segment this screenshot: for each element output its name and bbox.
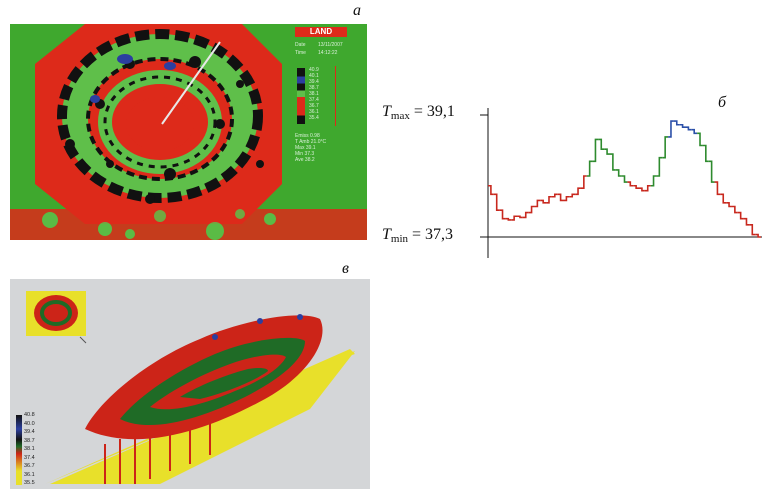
panel-label-c: в xyxy=(342,260,349,277)
profile-segment xyxy=(644,184,651,192)
profile-segment xyxy=(720,193,727,204)
profile-line xyxy=(488,120,761,238)
profile-segment xyxy=(691,128,698,135)
surface-3d-image xyxy=(10,279,370,489)
panel-label-b: б xyxy=(718,94,727,111)
profile-segment xyxy=(633,184,640,189)
profile-segment xyxy=(679,123,686,128)
scale-bracket xyxy=(335,66,342,126)
profile-segment xyxy=(697,132,703,147)
profile-segment xyxy=(540,199,547,204)
camera-logo: LAND xyxy=(295,27,347,37)
profile-segment xyxy=(511,215,518,221)
tmin-label: Tmin = 37,3 xyxy=(382,226,454,245)
profile-chart xyxy=(480,108,762,258)
profile-segment xyxy=(528,205,535,214)
scale-values-a: 40.9 40.1 39.4 38.7 38.1 37.4 36.7 36.1 35.4 xyxy=(309,67,319,121)
profile-segment xyxy=(650,175,657,187)
profile-segment xyxy=(714,181,721,196)
profile-segment xyxy=(668,120,674,138)
profile-segment xyxy=(621,175,628,183)
profile-segment xyxy=(592,138,599,163)
info-date-value: 13/11/2007 xyxy=(318,42,343,48)
panel-label-a: а xyxy=(353,2,361,19)
profile-segment xyxy=(493,193,500,211)
profile-segment xyxy=(615,169,622,177)
info-time-value: 14:12:22 xyxy=(318,50,338,56)
profile-segment xyxy=(749,224,756,236)
profile-segment xyxy=(731,205,738,214)
profile-segment xyxy=(662,136,669,159)
profile-segment xyxy=(685,126,692,131)
profile-segment xyxy=(598,138,605,150)
profile-segment xyxy=(639,187,645,192)
profile-segment xyxy=(708,160,715,183)
info-date-label: Date xyxy=(295,42,306,48)
stats-block: Emiss 0.98 T Amb 21.0°C Max 39.1 Min 37.3 Av… xyxy=(295,133,327,163)
profile-segment xyxy=(580,175,587,189)
profile-segment xyxy=(551,193,558,198)
profile-segment xyxy=(534,199,541,208)
scale-values-c: 40.8 40.0 39.4 38.7 38.1 37.4 36.7 36.1 35.5 xyxy=(24,412,35,486)
profile-segment xyxy=(505,217,512,221)
thermogram-image xyxy=(10,24,367,240)
profile-segment xyxy=(586,160,593,177)
profile-segment xyxy=(499,209,506,220)
profile-segment xyxy=(604,148,610,155)
profile-segment xyxy=(546,195,552,204)
profile-segment xyxy=(627,181,634,187)
color-scale-bar xyxy=(297,68,305,124)
profile-segment xyxy=(522,211,529,219)
tmax-label: Tmax = 39,1 xyxy=(382,103,455,122)
profile-segment xyxy=(755,233,761,238)
profile-segment xyxy=(569,193,576,198)
profile-segment xyxy=(702,144,709,163)
profile-segment xyxy=(517,215,523,219)
profile-segment xyxy=(557,193,564,202)
profile-segment xyxy=(673,120,680,126)
profile-segment xyxy=(656,156,663,177)
profile-segment xyxy=(563,195,570,202)
info-time-label: Time xyxy=(295,50,306,56)
profile-segment xyxy=(743,217,750,226)
profile-segment xyxy=(488,184,494,196)
profile-segment xyxy=(737,211,744,220)
profile-segment xyxy=(575,187,581,196)
profile-segment xyxy=(726,202,732,208)
profile-segment xyxy=(609,153,616,171)
